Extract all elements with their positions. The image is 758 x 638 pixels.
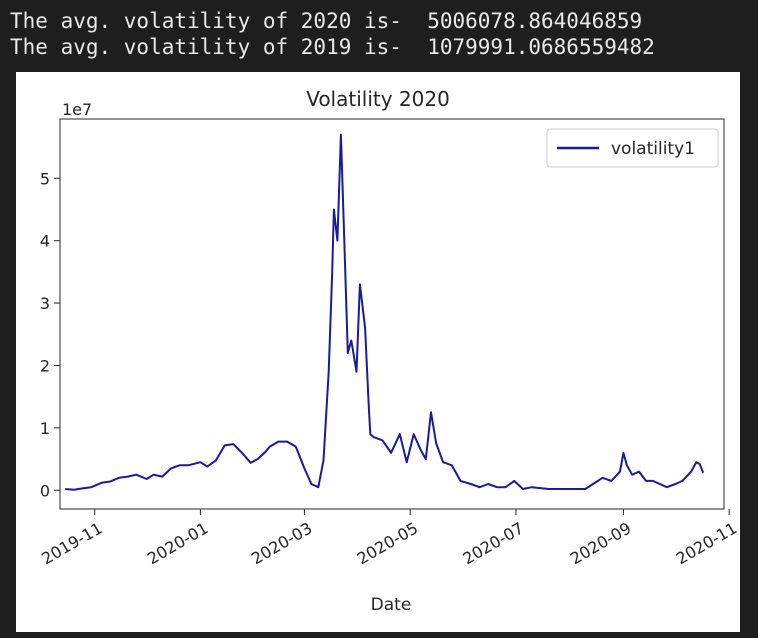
x-tick-label: 2020-03: [248, 518, 315, 568]
y-tick-label: 4: [40, 232, 50, 251]
y-axis-ticks: 0 1 2 3 4 5: [40, 169, 60, 500]
chart-title: Volatility 2020: [306, 87, 450, 111]
y-tick-label: 3: [40, 294, 50, 313]
y-tick-label: 2: [40, 356, 50, 375]
series-layer: [65, 133, 705, 491]
console-line: The avg. volatility of 2020 is- 5006078.…: [10, 9, 643, 33]
x-tick-label: 2020-07: [460, 518, 527, 568]
axes: [59, 118, 725, 510]
x-tick-label: 2019-11: [38, 518, 105, 568]
y-tick-label: 1: [40, 419, 50, 438]
x-tick-label: 2020-11: [673, 518, 740, 568]
plot-panel: Volatility 2020 1e7 2019-11 2020-01 2020-0…: [16, 72, 740, 632]
legend-label: volatility1: [611, 139, 695, 159]
y-axis-offset-label: 1e7: [62, 100, 92, 119]
legend-box: [546, 128, 719, 168]
y-tick-label: 5: [40, 169, 50, 188]
x-tick-label: 2020-01: [144, 518, 211, 568]
x-axis-label: Date: [371, 595, 412, 615]
volatility-chart: Volatility 2020 1e7 2019-11 2020-01 2020-0…: [38, 87, 740, 615]
x-tick-label: 2020-05: [354, 518, 421, 568]
console-output: The avg. volatility of 2020 is- 5006078.…: [10, 8, 655, 60]
series-line-volatility1: [65, 133, 705, 491]
x-tick-label: 2020-09: [567, 518, 634, 568]
legend: volatility1: [546, 128, 719, 168]
axes-frame: [59, 118, 725, 510]
x-axis-ticks: 2019-11 2020-01 2020-03 2020-05 2020-07 2020-…: [38, 509, 740, 568]
y-tick-label: 0: [40, 481, 50, 500]
console-line: The avg. volatility of 2019 is- 1079991.…: [10, 35, 655, 59]
